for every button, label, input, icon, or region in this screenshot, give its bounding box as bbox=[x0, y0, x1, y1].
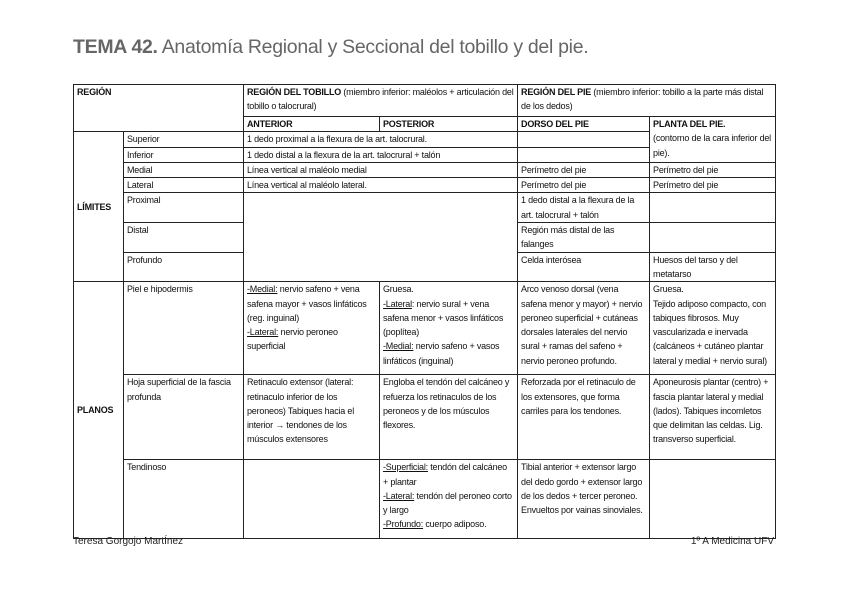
cell: Huesos del tarso y del metatarso bbox=[649, 251, 777, 283]
cell: Arco venoso dorsal (vena safena menor y … bbox=[517, 281, 651, 376]
cell: -Medial: nervio safeno + vena safena may… bbox=[243, 281, 380, 376]
footer-course: 1º A Medicina UFV bbox=[690, 536, 774, 547]
cell: Aponeurosis plantar (centro) + fascia pl… bbox=[649, 374, 777, 461]
row-label: Proximal bbox=[123, 192, 244, 224]
cell: Región más distal de las falanges bbox=[517, 222, 651, 253]
cell: Retinaculo extensor (lateral: retinaculo… bbox=[243, 374, 380, 461]
cell: Tibial anterior + extensor largo del ded… bbox=[517, 459, 651, 540]
cell: Perímetro del pie bbox=[517, 177, 651, 194]
cell: Perímetro del pie bbox=[649, 161, 777, 179]
footer-author: Teresa Gorgojo MartÍnez bbox=[73, 536, 184, 547]
row-label: Tendinoso bbox=[123, 459, 244, 540]
cell: Celda interósea bbox=[517, 251, 651, 283]
cell bbox=[517, 131, 651, 148]
row-label: Inferior bbox=[123, 146, 244, 163]
header-anterior: ANTERIOR bbox=[243, 115, 380, 133]
cell: Línea vertical al maléolo medial bbox=[242, 161, 519, 179]
empty-cell bbox=[242, 192, 519, 283]
limites-label: LÍMITES bbox=[73, 131, 124, 283]
row-label: Piel e hipodermis bbox=[123, 281, 244, 376]
cell bbox=[649, 192, 777, 224]
row-label: Distal bbox=[123, 222, 244, 253]
cell: Reforzada por el retinaculo de los exten… bbox=[517, 374, 651, 461]
cell: 1 dedo proximal a la flexura de la art. … bbox=[242, 131, 519, 148]
row-label: Medial bbox=[123, 161, 244, 179]
row-label: Hoja superficial de la fascia profunda bbox=[123, 374, 244, 461]
cell: -Superficial: tendón del calcáneo + plan… bbox=[378, 459, 519, 540]
header-posterior: POSTERIOR bbox=[378, 115, 519, 133]
header-planta: PLANTA DEL PIE. (contorno de la cara infe… bbox=[649, 116, 777, 163]
row-label: Profundo bbox=[123, 251, 244, 283]
cell bbox=[517, 146, 651, 163]
page-title: TEMA 42. Anatomía Regional y Seccional d… bbox=[73, 36, 589, 58]
cell bbox=[649, 459, 777, 540]
header-pie: REGIÓN DEL PIE (miembro inferior: tobill… bbox=[517, 84, 777, 117]
cell bbox=[649, 222, 777, 253]
cell: Línea vertical al maléolo lateral. bbox=[242, 177, 519, 194]
cell: 1 dedo distal a la flexura de la art. ta… bbox=[517, 192, 651, 224]
cell: Gruesa. Tejido adiposo compacto, con tab… bbox=[649, 281, 777, 376]
cell: 1 dedo distal a la flexura de la art. ta… bbox=[242, 146, 519, 163]
header-region: REGIÓN bbox=[73, 83, 244, 133]
planos-label: PLANOS bbox=[73, 281, 124, 540]
cell bbox=[243, 459, 380, 540]
header-dorso: DORSO DEL PIE bbox=[517, 115, 651, 133]
cell: Engloba el tendón del calcáneo y refuerz… bbox=[378, 374, 519, 461]
row-label: Superior bbox=[123, 131, 244, 148]
header-tobillo: REGIÓN DEL TOBILLO (miembro inferior: ma… bbox=[242, 84, 519, 117]
anatomy-table: REGIÓN REGIÓN DEL TOBILLO (miembro infer… bbox=[73, 83, 777, 540]
cell: Perímetro del pie bbox=[649, 177, 777, 194]
row-label: Lateral bbox=[123, 177, 244, 194]
cell: Gruesa. -Lateral: nervio sural + vena sa… bbox=[378, 281, 519, 376]
cell: Perímetro del pie bbox=[517, 161, 651, 179]
